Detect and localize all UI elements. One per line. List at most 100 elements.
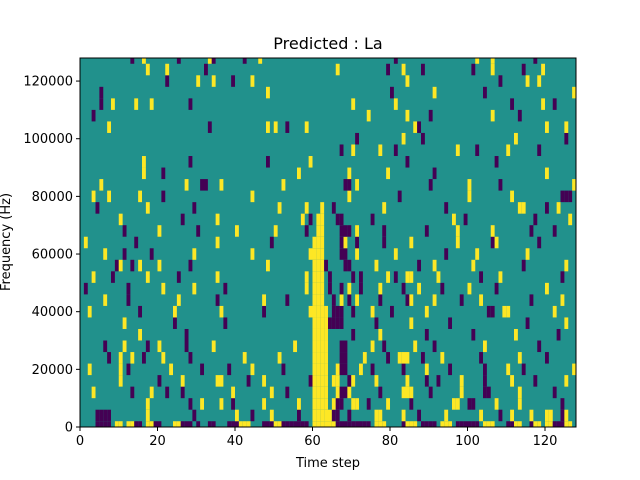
heatmap-cell [324,328,329,341]
heatmap-cell [490,305,495,318]
heatmap-cell [297,421,301,427]
heatmap-cell [455,236,460,249]
heatmap-cell [207,421,212,427]
heatmap-cell [95,409,100,422]
plot-area [79,57,577,428]
heatmap-cell [432,259,437,272]
heatmap-cell [285,121,290,133]
heatmap-cell [335,305,340,318]
y-axis-label: Frequency (Hz) [0,193,14,291]
x-axis-label: Time step [295,456,360,471]
heatmap-cell [246,375,251,387]
heatmap-cell [362,352,367,364]
heatmap-cell [471,328,476,341]
heatmap-cell [207,58,212,64]
heatmap-cell [421,421,425,427]
heatmap-cell [448,421,453,427]
heatmap-cell [231,386,236,399]
heatmap-cell [242,421,247,427]
heatmap-cell [281,363,286,376]
heatmap-cell [424,421,429,427]
heatmap-cell [165,75,170,87]
heatmap-cell [552,305,557,318]
heatmap-cell [517,421,522,427]
heatmap-cell [556,202,561,214]
heatmap-cell [347,409,352,422]
heatmap-cell [494,236,499,249]
heatmap-cell [328,421,332,427]
heatmap-cell [99,98,104,110]
heatmap-cell [564,132,569,145]
heatmap-cell [161,167,166,180]
heatmap-cell [258,58,263,64]
heatmap-cell [552,98,557,110]
heatmap-cell [374,259,379,272]
heatmap-cell [238,421,243,427]
heatmap-cell [231,421,236,427]
heatmap-cell [320,271,325,283]
heatmap-cell [316,317,321,329]
heatmap-cell [316,305,321,318]
heatmap-cell [455,225,460,237]
heatmap-cell [339,236,344,249]
heatmap-cell [320,305,325,318]
heatmap-cell [510,409,515,422]
heatmap-cell [126,282,131,295]
heatmap-cell [107,190,112,203]
heatmap-cell [204,63,208,76]
heatmap-cell [320,409,325,422]
heatmap-cell [564,317,569,329]
heatmap-cell [316,328,321,341]
heatmap-cell [266,86,270,99]
heatmap-cell [560,271,565,283]
heatmap-cell [479,271,484,283]
heatmap-cell [188,398,193,410]
heatmap-cell [320,236,325,249]
heatmap-cell [560,190,565,203]
heatmap-cell [405,352,410,364]
heatmap-cell [552,225,557,237]
heatmap-cell [312,409,317,422]
heatmap-cell [401,386,406,399]
heatmap-cell [366,398,371,410]
heatmap-cell [339,225,344,237]
heatmap-cell [126,421,131,427]
heatmap-cell [366,109,371,122]
heatmap-cell [324,352,329,364]
heatmap-cell [413,421,418,427]
heatmap-cell [316,398,321,410]
heatmap-cell [145,202,150,214]
heatmap-cell [537,75,542,87]
heatmap-cell [428,421,433,427]
heatmap-cell [490,421,495,427]
heatmap-cell [273,421,278,427]
heatmap-cell [564,421,569,427]
heatmap-cell [355,248,360,260]
heatmap-cell [304,421,309,427]
heatmap-cell [517,386,522,399]
heatmap-cell [339,305,344,318]
heatmap-cell [145,340,150,353]
heatmap-cell [324,409,329,422]
heatmap-cell [300,421,305,427]
heatmap-cell [149,386,154,399]
heatmap-cell [320,352,325,364]
heatmap-cell [316,386,321,399]
heatmap-cell [250,190,255,203]
heatmap-cell [424,328,429,341]
heatmap-cell [401,132,406,145]
heatmap-cell [308,213,313,226]
heatmap-cell [564,121,569,133]
heatmap-cell [83,282,88,295]
heatmap-cell [490,109,495,122]
heatmap-cell [308,305,313,318]
heatmap-cell [393,58,398,64]
heatmap-cell [215,294,220,306]
heatmap-cell [339,386,344,399]
heatmap-cell [219,375,224,387]
heatmap-cell [409,421,414,427]
heatmap-cell [486,305,491,318]
heatmap-cell [184,328,189,341]
heatmap-cell [347,282,352,295]
